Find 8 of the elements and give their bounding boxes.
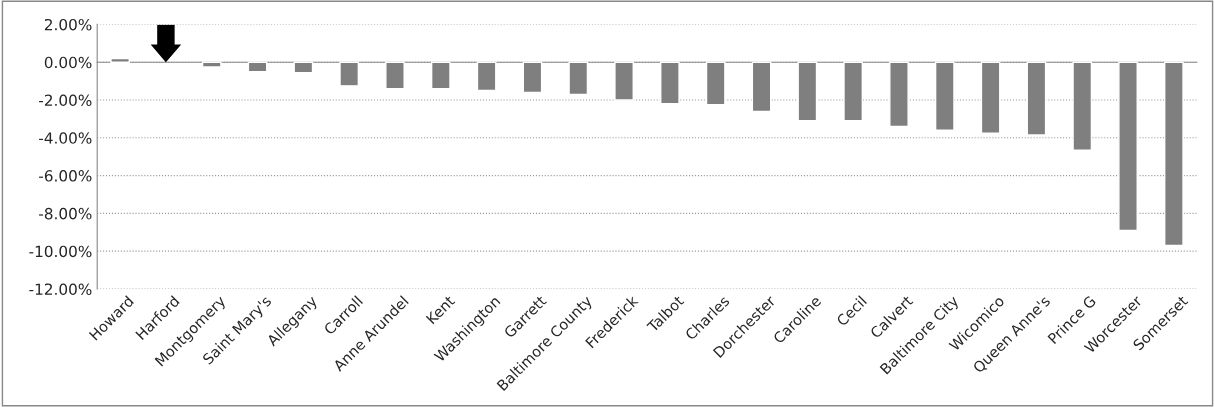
y-tick-label: 2.00% bbox=[44, 18, 92, 31]
y-tick-label: 0.00% bbox=[44, 56, 92, 69]
y-tick-label: -10.00% bbox=[29, 245, 92, 258]
y-tick-label: -4.00% bbox=[39, 132, 92, 144]
y-tick-label: -8.00% bbox=[39, 207, 92, 220]
y-tick-label: -2.00% bbox=[39, 94, 92, 107]
y-tick-label: -6.00% bbox=[39, 170, 92, 182]
y-tick-label: -12.00% bbox=[29, 283, 92, 295]
